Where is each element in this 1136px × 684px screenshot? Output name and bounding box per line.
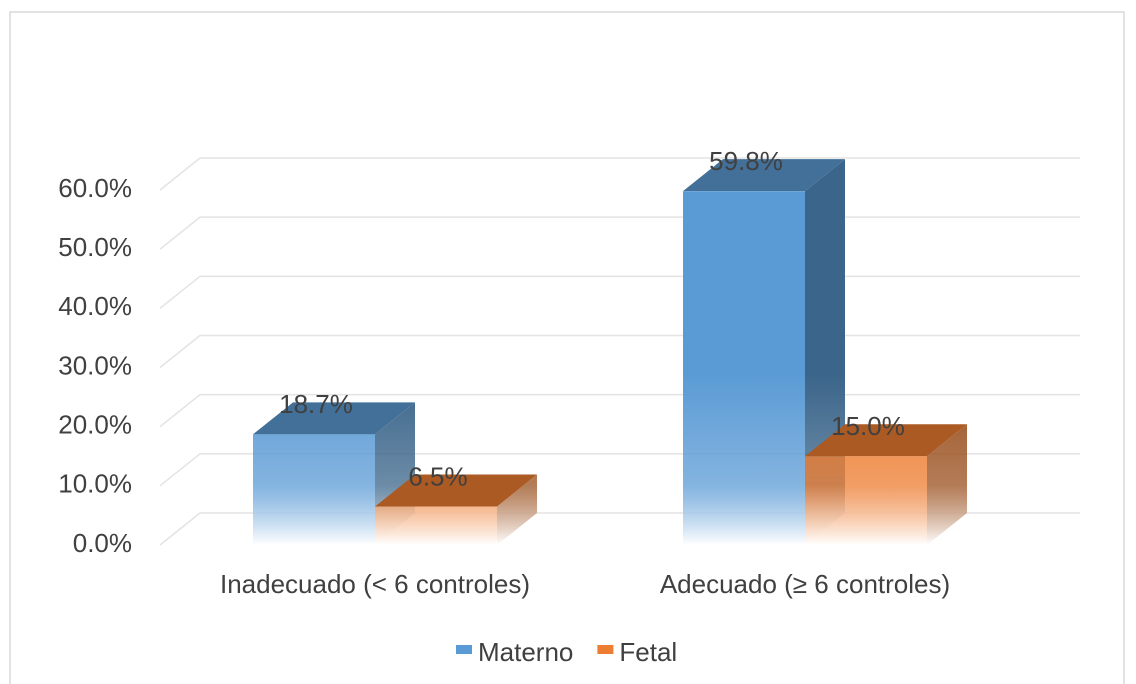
y-tick-label: 50.0% [58,232,132,262]
data-label: 6.5% [408,461,467,491]
bar-side [497,474,537,545]
bar [253,434,375,545]
grid-line [159,334,1080,369]
bar-top [253,402,415,435]
x-tick-label: Inadecuado (< 6 controles) [220,569,530,599]
bar-top [375,474,537,507]
x-tick-label: Adecuado (≥ 6 controles) [660,569,950,599]
y-tick-label: 30.0% [58,350,132,380]
legend-marker-fill [597,645,614,654]
y-tick-label: 40.0% [58,291,132,321]
y-tick-label: 0.0% [73,528,132,558]
bar-side [927,424,967,545]
y-tick-label: 60.0% [58,173,132,203]
data-label: 18.7% [279,389,353,419]
bar [683,191,805,545]
legend-label: Materno [478,637,573,667]
chart-border [9,11,1125,684]
legend-marker-fill [456,645,472,654]
y-tick-label: 20.0% [58,410,132,440]
legend-label: Fetal [619,637,677,667]
bar [375,506,497,545]
data-label: 15.0% [831,411,905,441]
data-label: 59.8% [709,146,783,176]
grid-line [159,216,1080,250]
bar-top [805,424,967,457]
y-tick-label: 10.0% [58,469,132,499]
grid-line [159,157,1080,191]
bar [805,456,927,545]
grid-line [159,275,1080,309]
bar-top [683,159,845,192]
